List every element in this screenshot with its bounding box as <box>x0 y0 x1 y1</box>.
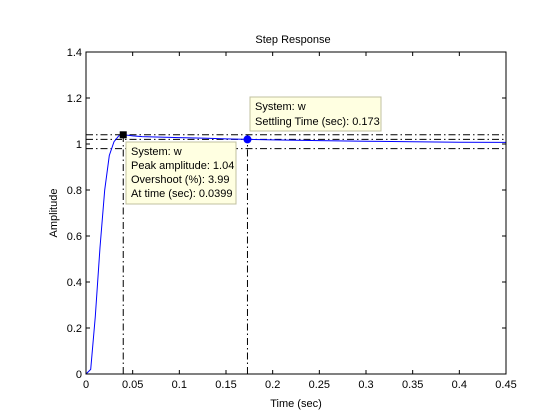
x-tick-label: 0.35 <box>402 379 423 391</box>
y-axis-ticks: 0 0.2 0.4 0.6 0.8 1 1.2 1.4 <box>67 47 506 381</box>
peak-datatip-line-2: Peak amplitude: 1.04 <box>131 160 234 172</box>
axes-box <box>85 51 507 375</box>
x-tick-label: 0.25 <box>309 379 330 391</box>
x-tick-label: 0.45 <box>495 379 516 391</box>
x-tick-label: 0 <box>83 379 89 391</box>
x-axis-label: Time (sec) <box>270 398 322 410</box>
chart-title: Step Response <box>255 34 330 46</box>
peak-marker[interactable] <box>119 131 127 139</box>
x-tick-label: 0.15 <box>215 379 236 391</box>
peak-datatip-line-3: Overshoot (%): 3.99 <box>131 174 229 186</box>
x-tick-label: 0.1 <box>172 379 187 391</box>
x-tick-label: 0.3 <box>358 379 373 391</box>
x-tick-label: 0.4 <box>452 379 467 391</box>
y-tick-label: 0 <box>76 369 82 381</box>
y-tick-label: 1 <box>76 139 82 151</box>
x-tick-label: 0.2 <box>265 379 280 391</box>
marker-layer <box>119 131 252 144</box>
settling-marker[interactable] <box>243 135 252 144</box>
series-layer <box>85 134 507 375</box>
y-tick-label: 0.8 <box>67 185 82 197</box>
y-tick-label: 0.4 <box>67 277 82 289</box>
settling-datatip-line-1: System: w <box>255 101 306 113</box>
x-tick-label: 0.05 <box>122 379 143 391</box>
settling-datatip-box <box>249 96 382 132</box>
peak-datatip-line-4: At time (sec): 0.0399 <box>131 188 233 200</box>
settling-datatip-line-2: Settling Time (sec): 0.173 <box>255 116 380 128</box>
reference-lines <box>86 134 506 374</box>
y-tick-label: 1.4 <box>67 47 82 59</box>
x-axis-ticks: 0 0.05 0.1 0.15 0.2 0.25 0.3 0.35 0.4 0.45 <box>83 52 517 391</box>
series-line-0[interactable] <box>85 134 507 375</box>
peak-datatip-line-1: System: w <box>131 146 182 158</box>
settling-datatip[interactable]: System: w Settling Time (sec): 0.173 <box>249 96 382 132</box>
y-tick-label: 1.2 <box>67 93 82 105</box>
peak-datatip-box <box>125 141 237 205</box>
peak-datatip[interactable]: System: w Peak amplitude: 1.04 Overshoot… <box>125 141 237 205</box>
y-tick-label: 0.2 <box>67 323 82 335</box>
y-axis-label: Amplitude <box>48 189 60 238</box>
y-tick-label: 0.6 <box>67 231 82 243</box>
